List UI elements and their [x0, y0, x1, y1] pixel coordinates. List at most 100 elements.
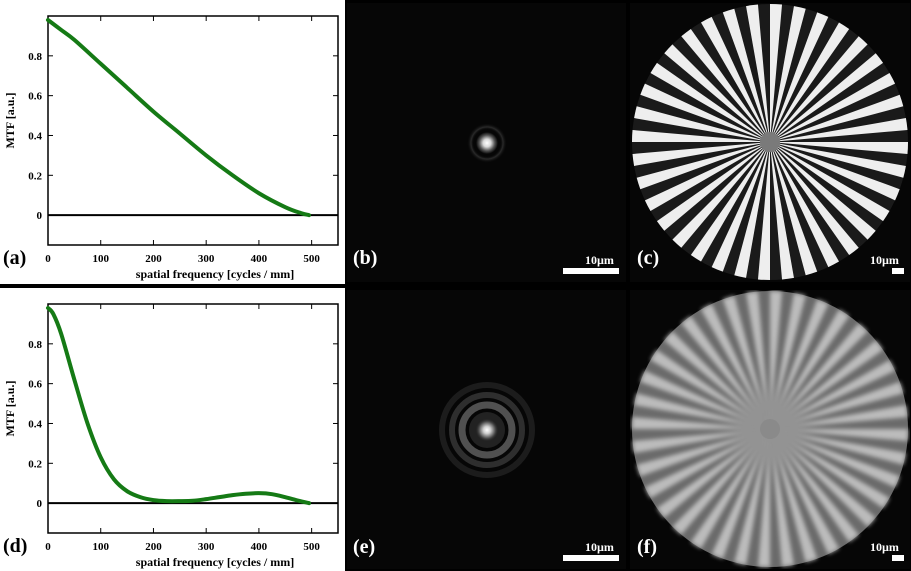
star-spoke — [681, 315, 770, 429]
star-spoke — [770, 429, 876, 527]
star-spoke — [656, 429, 770, 518]
x-tick-label: 200 — [145, 541, 162, 553]
x-tick-label: 300 — [198, 541, 215, 553]
panel-label-c: (c) — [637, 247, 660, 269]
star-spoke — [770, 118, 908, 142]
star-spoke — [770, 429, 890, 509]
star-spoke — [644, 142, 770, 211]
mtf-plot-top: 0 100 200 300 400 500 0 0.2 0.4 0.6 0.8 spatial fre… — [0, 0, 345, 284]
x-axis-label: spatial frequency [cycles / mm] — [136, 555, 294, 569]
star-spoke — [770, 291, 783, 429]
star-spoke — [632, 416, 770, 429]
panel-label-b: (b) — [353, 247, 378, 269]
star-spoke — [650, 62, 770, 142]
x-tick-label: 100 — [92, 253, 109, 265]
star-spoke — [770, 142, 859, 256]
siemens-star-image-c: (c) 10µm — [630, 3, 910, 282]
star-spokes — [632, 291, 908, 567]
siemens-star-f — [632, 291, 908, 567]
star-spoke — [770, 429, 839, 555]
star-spoke — [770, 429, 908, 442]
x-tick-label: 0 — [45, 253, 51, 265]
y-tick-label: 0 — [37, 498, 43, 510]
psf-spot-e — [439, 382, 535, 478]
mtf-plot-bottom: 0 100 200 300 400 500 0 0.2 0.4 0.6 0.8 spatial fre… — [0, 288, 345, 571]
star-spoke — [690, 429, 770, 549]
star-spoke — [770, 340, 884, 429]
star-spoke — [664, 44, 770, 142]
panel-label-e: (e) — [353, 536, 376, 558]
star-spoke — [711, 429, 770, 559]
star-spoke — [640, 370, 770, 429]
star-spoke — [650, 349, 770, 429]
star-spoke — [770, 12, 829, 142]
x-tick-label: 200 — [145, 253, 162, 265]
star-spoke — [770, 405, 908, 429]
star-spoke — [632, 429, 770, 453]
star-spoke — [770, 429, 859, 543]
star-spoke — [757, 142, 770, 280]
y-tick-label: 0.4 — [28, 130, 42, 142]
mtf-series-line — [46, 17, 311, 218]
panel-label-a: (a) — [3, 247, 27, 269]
star-spoke — [770, 4, 783, 142]
star-spoke — [746, 291, 770, 429]
y-tick-label: 0.2 — [28, 170, 42, 182]
star-spoke — [770, 94, 904, 142]
siemens-star-c — [632, 4, 908, 280]
star-spoke — [746, 4, 770, 143]
star-spoke — [632, 142, 770, 166]
star-spoke — [640, 83, 770, 142]
star-spoke — [770, 142, 900, 201]
star-spoke — [770, 429, 818, 563]
star-spoke — [770, 299, 829, 429]
scalebar-b — [563, 268, 619, 274]
x-axis-label: spatial frequency [cycles / mm] — [136, 267, 294, 281]
y-tick-label: 0.8 — [28, 339, 42, 351]
star-spoke — [701, 303, 770, 429]
star-spoke — [770, 381, 904, 429]
star-spoke — [722, 8, 770, 142]
x-tick-label: 500 — [303, 253, 320, 265]
star-spoke — [690, 142, 770, 262]
star-spoke — [734, 142, 770, 278]
star-spoke — [770, 36, 868, 142]
star-spoke — [734, 429, 770, 565]
y-tick-label: 0 — [37, 210, 43, 222]
star-spoke — [656, 142, 770, 231]
scalebar-label-e: 10µm — [585, 540, 614, 554]
star-spoke — [701, 16, 770, 142]
star-spoke — [770, 53, 884, 142]
star-spoke — [672, 142, 770, 248]
x-tick-label: 400 — [251, 541, 268, 553]
star-center — [760, 132, 780, 152]
panel-label-d: (d) — [3, 535, 28, 557]
star-spoke — [770, 6, 806, 143]
star-spoke — [770, 142, 839, 268]
star-spoke — [770, 293, 806, 429]
star-spoke — [644, 429, 770, 498]
star-spoke — [770, 142, 890, 222]
star-spoke — [770, 142, 908, 155]
psf-spot-b — [467, 123, 507, 163]
scalebar-label-b: 10µm — [585, 253, 614, 267]
star-spoke — [636, 142, 770, 190]
star-spoke — [770, 73, 896, 142]
x-tick-label: 0 — [45, 541, 51, 553]
mtf-chart-d: 0 100 200 300 400 500 0 0.2 0.4 0.6 0.8 spatial fre… — [3, 303, 339, 569]
star-spoke — [672, 429, 770, 535]
star-spoke — [664, 331, 770, 429]
star-spoke — [770, 142, 794, 280]
star-spoke — [681, 28, 770, 143]
star-spoke — [770, 323, 868, 429]
x-tick-label: 500 — [303, 541, 320, 553]
plot-frame — [47, 303, 339, 534]
star-spoke — [632, 129, 770, 142]
siemens-star-image-f: (f) 10µm — [630, 290, 910, 569]
y-tick-label: 0.6 — [28, 91, 42, 103]
star-spoke — [634, 106, 770, 142]
star-spoke — [636, 429, 770, 477]
plot-frame — [47, 15, 339, 246]
star-spoke — [770, 360, 896, 429]
star-spoke — [770, 142, 876, 240]
